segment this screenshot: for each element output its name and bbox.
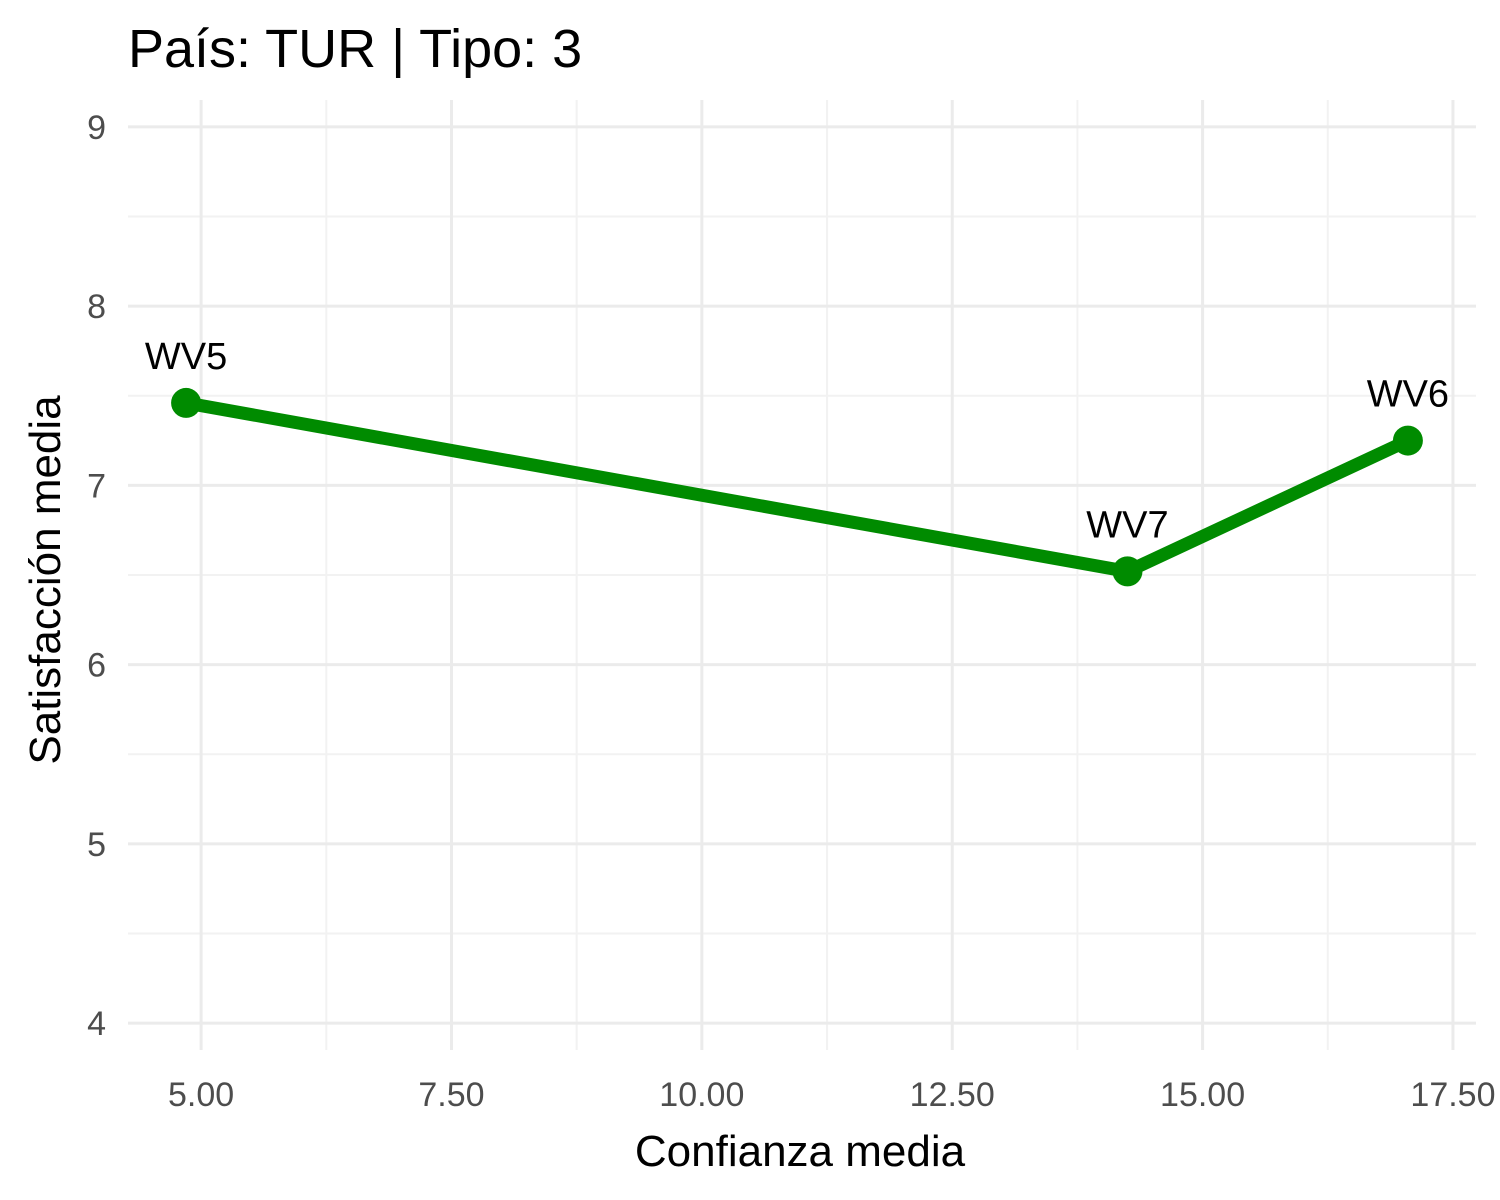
- data-point-label: WV7: [1086, 504, 1168, 546]
- data-point-label: WV6: [1367, 374, 1449, 416]
- series-lines: [184, 396, 1411, 578]
- x-tick-label: 7.50: [418, 1076, 484, 1114]
- y-tick-label: 6: [87, 647, 106, 685]
- x-tick-label: 17.50: [1410, 1076, 1495, 1114]
- chart-title: País: TUR | Tipo: 3: [128, 19, 583, 79]
- data-point: [1112, 556, 1143, 587]
- x-tick-label: 12.50: [910, 1076, 995, 1114]
- x-tick-label: 15.00: [1160, 1076, 1245, 1114]
- x-tick-label: 10.00: [659, 1076, 744, 1114]
- y-axis-title: Satisfacción media: [21, 395, 70, 765]
- y-tick-label: 4: [87, 1005, 106, 1043]
- x-axis-title: Confianza media: [635, 1127, 966, 1176]
- y-tick-label: 9: [87, 109, 106, 147]
- x-axis-ticks: 5.00 7.50 10.00 12.50 15.00 17.50: [168, 1076, 1495, 1114]
- point-labels: WV5 WV7 WV6: [145, 336, 1449, 546]
- y-tick-label: 7: [87, 467, 106, 505]
- y-axis-ticks: 4 5 6 7 8 9: [87, 109, 106, 1043]
- major-gridlines: [128, 100, 1476, 1050]
- y-tick-label: 5: [87, 826, 106, 864]
- series-line: [184, 396, 1411, 578]
- series-points: [171, 387, 1423, 587]
- y-tick-label: 8: [87, 288, 106, 326]
- data-point: [171, 387, 202, 418]
- x-tick-label: 5.00: [168, 1076, 234, 1114]
- minor-gridlines: [128, 100, 1476, 1050]
- data-point: [1392, 425, 1423, 456]
- data-point-label: WV5: [145, 336, 227, 378]
